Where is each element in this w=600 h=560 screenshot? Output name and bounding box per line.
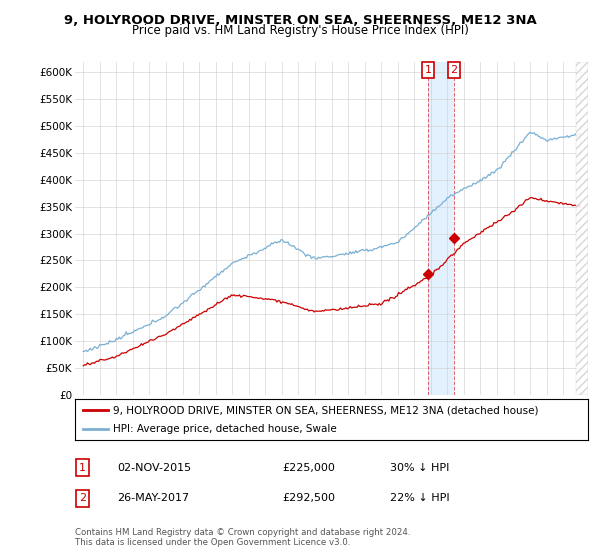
Text: 2: 2 [79, 493, 86, 503]
Text: 22% ↓ HPI: 22% ↓ HPI [390, 493, 449, 503]
Text: 2: 2 [451, 65, 458, 75]
Text: 02-NOV-2015: 02-NOV-2015 [117, 463, 191, 473]
Text: Contains HM Land Registry data © Crown copyright and database right 2024.
This d: Contains HM Land Registry data © Crown c… [75, 528, 410, 547]
Text: £225,000: £225,000 [282, 463, 335, 473]
Text: 1: 1 [425, 65, 431, 75]
Text: 26-MAY-2017: 26-MAY-2017 [117, 493, 189, 503]
Bar [428, 62, 454, 395]
Text: Price paid vs. HM Land Registry's House Price Index (HPI): Price paid vs. HM Land Registry's House … [131, 24, 469, 37]
Text: 30% ↓ HPI: 30% ↓ HPI [390, 463, 449, 473]
Text: 9, HOLYROOD DRIVE, MINSTER ON SEA, SHEERNESS, ME12 3NA (detached house): 9, HOLYROOD DRIVE, MINSTER ON SEA, SHEER… [113, 405, 539, 415]
Text: £292,500: £292,500 [282, 493, 335, 503]
Text: 9, HOLYROOD DRIVE, MINSTER ON SEA, SHEERNESS, ME12 3NA: 9, HOLYROOD DRIVE, MINSTER ON SEA, SHEER… [64, 14, 536, 27]
Text: HPI: Average price, detached house, Swale: HPI: Average price, detached house, Swal… [113, 424, 337, 435]
Text: 1: 1 [79, 463, 86, 473]
